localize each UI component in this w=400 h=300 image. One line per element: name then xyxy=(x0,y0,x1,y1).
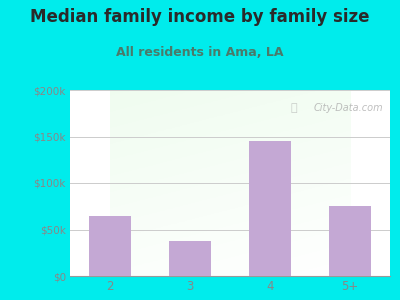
Text: Median family income by family size: Median family income by family size xyxy=(30,8,370,26)
Bar xyxy=(89,215,131,276)
Text: All residents in Ama, LA: All residents in Ama, LA xyxy=(116,46,284,59)
Text: City-Data.com: City-Data.com xyxy=(314,103,384,113)
Bar xyxy=(169,241,211,276)
Bar xyxy=(329,206,371,276)
Text: ⓘ: ⓘ xyxy=(291,103,297,113)
Bar xyxy=(249,141,291,276)
